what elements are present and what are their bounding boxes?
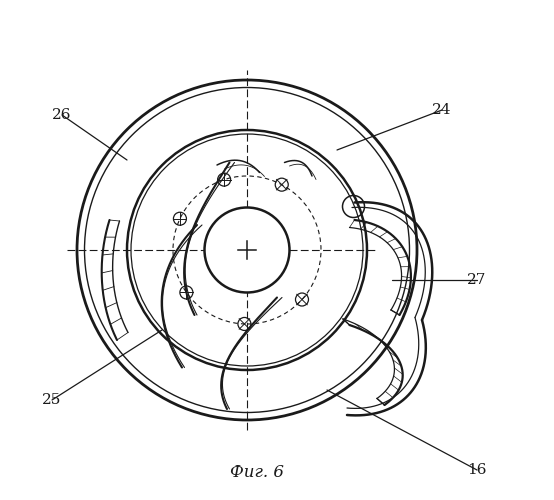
Text: 25: 25 bbox=[42, 393, 61, 407]
Text: 24: 24 bbox=[432, 103, 452, 117]
Text: 27: 27 bbox=[468, 273, 486, 287]
Circle shape bbox=[204, 208, 290, 292]
Text: 26: 26 bbox=[52, 108, 72, 122]
Text: 16: 16 bbox=[467, 463, 487, 477]
Text: Фиг. 6: Фиг. 6 bbox=[230, 464, 284, 481]
